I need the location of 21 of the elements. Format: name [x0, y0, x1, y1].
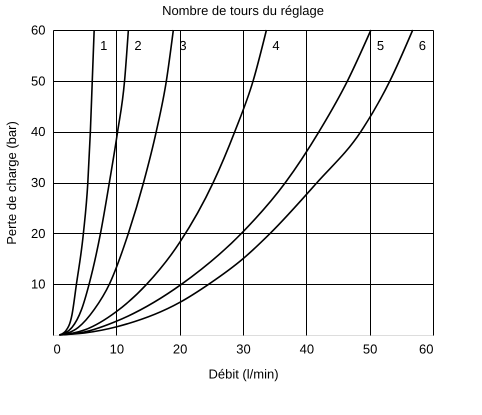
series-label: 4: [272, 38, 280, 53]
y-tick-label: 40: [31, 124, 46, 140]
x-tick-label: 60: [419, 342, 434, 356]
y-tick-label: 60: [31, 22, 46, 38]
y-tick-label: 50: [31, 73, 46, 88]
series-label: 6: [418, 38, 426, 53]
chart-title: Nombre de tours du réglage: [162, 3, 324, 18]
x-tick-label: 0: [54, 342, 61, 356]
series-label: 5: [376, 38, 384, 53]
series-label: 2: [134, 38, 142, 53]
x-tick-label: 40: [300, 342, 314, 356]
y-tick-label: 30: [31, 175, 46, 190]
x-tick-label: 50: [362, 342, 378, 356]
x-tick-label: 10: [110, 342, 124, 356]
x-tick-label: 20: [172, 342, 188, 356]
series-label: 1: [100, 38, 108, 53]
x-tick-label: 30: [236, 342, 251, 356]
x-axis-title: Débit (l/min): [208, 366, 279, 382]
y-tick-label: 10: [31, 276, 46, 292]
y-axis-title: Perte de charge (bar): [4, 121, 20, 245]
y-tick-label: 20: [31, 226, 46, 241]
